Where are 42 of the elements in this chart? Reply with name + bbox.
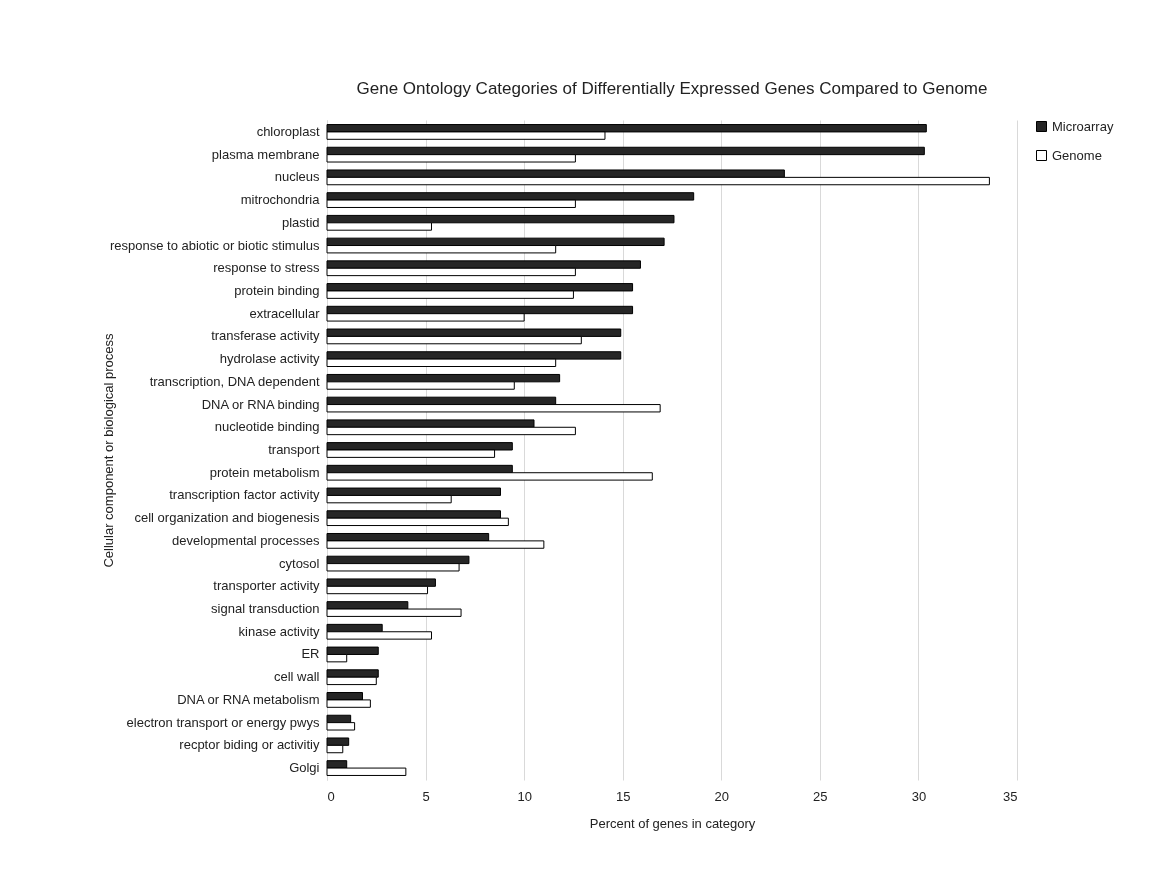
y-tick-label: nucleus <box>274 169 320 185</box>
y-tick-label: hydrolase activity <box>219 351 320 367</box>
x-tick-label: 5 <box>422 788 430 804</box>
y-tick-label: transporter activity <box>213 578 320 594</box>
y-tick-label: extracellular <box>249 305 321 321</box>
y-tick-label: cell organization and biogenesis <box>134 510 320 526</box>
y-tick-label: transcription, DNA dependent <box>149 373 320 389</box>
y-tick-label: DNA or RNA metabolism <box>177 691 320 707</box>
y-tick-label: transferase activity <box>211 328 320 344</box>
x-tick-label: 10 <box>517 788 532 804</box>
x-tick-label: 15 <box>615 788 631 804</box>
y-tick-label: plastid <box>281 214 320 230</box>
y-tick-label: chloroplast <box>256 123 320 139</box>
y-tick-label: cell wall <box>273 669 320 685</box>
chart-title: Gene Ontology Categories of Differentially Expressed Genes Compared to Genome <box>356 79 988 98</box>
y-tick-label: transport <box>268 442 320 457</box>
y-tick-label: response to abiotic or biotic stimulus <box>109 237 320 253</box>
y-tick-label: cytosol <box>279 555 320 571</box>
x-tick-label: 35 <box>1003 788 1018 804</box>
y-tick-label: DNA or RNA binding <box>201 396 320 412</box>
y-tick-label: protein binding <box>234 282 320 298</box>
legend-label: Genome <box>1052 147 1102 163</box>
x-tick-label: 30 <box>911 788 927 804</box>
y-tick-label: response to stress <box>213 260 320 276</box>
y-axis-title: Cellular component or biological process <box>100 332 116 568</box>
y-tick-label: protein metabolism <box>209 464 320 480</box>
y-tick-label: mitrochondria <box>240 192 321 208</box>
y-tick-label: electron transport or energy pwys <box>126 714 320 730</box>
y-tick-label: developmental processes <box>172 532 320 548</box>
x-tick-label: 25 <box>813 788 828 804</box>
y-tick-label: Golgi <box>289 760 320 776</box>
y-tick-label: nucleotide binding <box>214 419 320 435</box>
y-tick-label: recptor biding or activitiy <box>179 737 320 753</box>
y-tick-label: ER <box>301 646 320 662</box>
legend-label: Microarray <box>1052 118 1114 134</box>
y-tick-label: signal transduction <box>211 601 320 617</box>
x-tick-label: 0 <box>327 788 335 804</box>
x-axis-title: Percent of genes in category <box>589 815 756 831</box>
y-tick-label: kinase activity <box>238 623 320 639</box>
y-tick-label: transcription factor activity <box>169 487 320 503</box>
x-tick-label: 20 <box>714 788 730 804</box>
y-tick-label: plasma membrane <box>211 146 320 162</box>
